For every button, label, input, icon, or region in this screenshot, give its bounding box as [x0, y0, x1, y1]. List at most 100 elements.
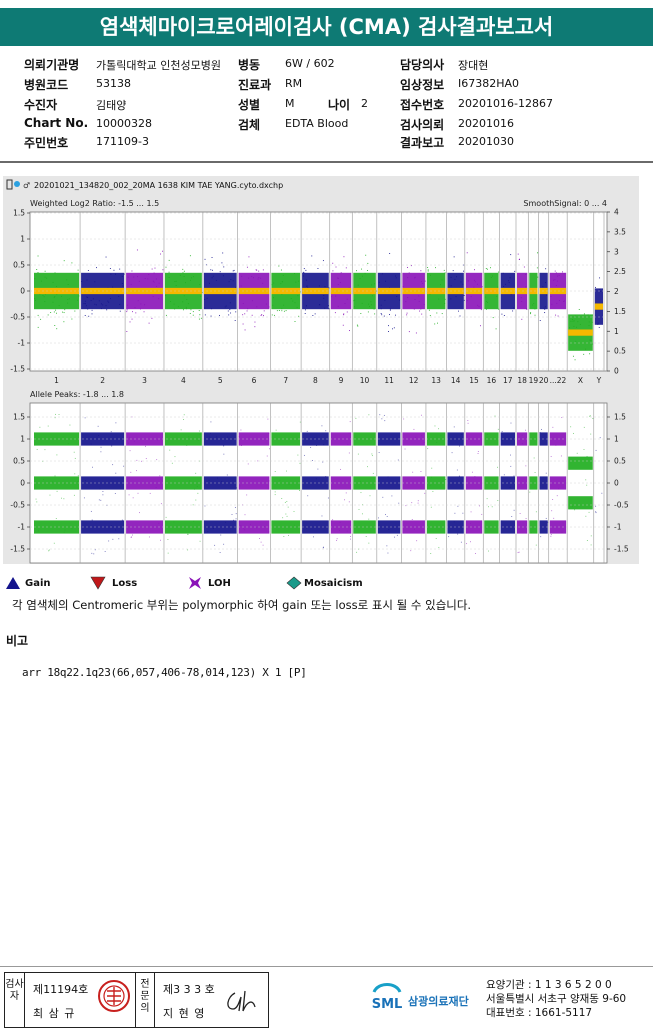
log2-probe-point — [485, 268, 487, 270]
log2-probe-point — [517, 253, 519, 255]
log2-probe-point — [296, 306, 298, 308]
allele-probe-point — [461, 433, 463, 435]
chromosome-label: 14 — [451, 376, 461, 385]
log2-probe-point — [501, 313, 503, 315]
log2-probe-point — [42, 295, 44, 296]
log2-probe-point — [337, 284, 339, 285]
log2-probe-point — [578, 308, 580, 310]
log2-probe-point — [423, 304, 425, 306]
log2-probe-point — [271, 284, 273, 286]
allele-probe-point — [287, 506, 289, 508]
log2-probe-point — [90, 300, 92, 302]
chromosome-label: X — [578, 376, 583, 385]
allele-probe-point — [274, 491, 276, 493]
allele-probe-point — [525, 429, 526, 431]
allele-probe-point — [256, 527, 258, 529]
allele-probe-point — [349, 421, 351, 423]
log2-probe-point — [389, 308, 391, 310]
sex-value: M — [285, 97, 295, 110]
allele-probe-point — [91, 552, 93, 554]
log2-probe-point — [514, 270, 516, 272]
allele-probe-point — [429, 485, 431, 487]
allele-probe-point — [458, 475, 460, 477]
log2-probe-point — [599, 289, 601, 291]
allele-probe-point — [174, 456, 176, 458]
allele-probe-point — [99, 488, 101, 490]
log2-probe-point — [62, 311, 64, 313]
log2-probe-point — [354, 306, 356, 308]
log2-probe-point — [248, 277, 250, 279]
log2-probe-point — [331, 296, 333, 298]
request-value: 20201016 — [458, 117, 514, 130]
allele-probe-point — [310, 446, 312, 448]
log2-probe-point — [235, 311, 237, 313]
log2-probe-point — [343, 256, 345, 258]
allele-probe-point — [583, 448, 585, 450]
log2-probe-point — [148, 322, 150, 324]
org-name: 삼광의료재단 — [408, 995, 469, 1008]
log2-probe-point — [283, 304, 285, 306]
allele-probe-point — [209, 432, 211, 434]
log2-probe-point — [571, 319, 573, 320]
log2-probe-point — [487, 301, 488, 303]
allele-probe-point — [212, 528, 214, 529]
y2-tick-label: -0.5 — [614, 501, 629, 510]
log2-probe-point — [561, 271, 563, 273]
log2-probe-point — [306, 285, 308, 287]
log2-probe-point — [303, 272, 305, 274]
allele-probe-point — [286, 470, 287, 472]
y-tick-label: 1 — [20, 235, 25, 244]
allele-probe-point — [556, 495, 558, 497]
allele-probe-point — [355, 417, 357, 419]
allele-probe-point — [434, 425, 436, 427]
allele-probe-point — [552, 499, 554, 500]
allele-probe-point — [365, 536, 367, 537]
allele-probe-point — [497, 428, 499, 430]
allele-probe-point — [129, 450, 131, 452]
log2-probe-point — [78, 295, 80, 297]
allele-peak-band — [126, 520, 163, 534]
doctor-value: 장대현 — [458, 59, 489, 72]
log2-probe-point — [77, 299, 78, 301]
log2-probe-point — [414, 299, 416, 300]
log2-probe-point — [428, 309, 430, 311]
allele-probe-point — [586, 484, 588, 486]
log2-probe-point — [68, 298, 70, 300]
log2-probe-point — [429, 315, 431, 317]
y2-tick-label: 2 — [614, 287, 619, 296]
log2-probe-point — [192, 314, 194, 316]
log2-probe-point — [414, 276, 416, 278]
log2-probe-point — [591, 343, 593, 345]
allele-probe-point — [288, 534, 289, 536]
log2-probe-point — [257, 278, 259, 280]
log2-probe-point — [395, 314, 396, 316]
log2-probe-point — [529, 313, 531, 315]
log2-probe-point — [140, 308, 141, 310]
log2-probe-point — [144, 304, 146, 306]
allele-probe-point — [128, 494, 130, 496]
allele-probe-point — [412, 471, 414, 473]
log2-probe-point — [332, 262, 334, 264]
log2-probe-point — [165, 295, 167, 297]
allele-probe-point — [56, 490, 58, 492]
log2-probe-point — [368, 303, 369, 305]
allele-probe-point — [525, 518, 527, 519]
allele-probe-point — [268, 433, 270, 434]
log2-probe-point — [335, 295, 337, 297]
log2-probe-point — [56, 294, 58, 295]
log2-probe-point — [323, 294, 325, 296]
log2-probe-point — [273, 314, 275, 316]
log2-probe-point — [317, 268, 319, 269]
y-tick-label: -0.5 — [10, 313, 25, 322]
allele-probe-point — [398, 502, 400, 504]
smooth-signal-line — [34, 287, 80, 295]
log2-probe-point — [118, 295, 120, 297]
log2-probe-point — [583, 353, 585, 355]
log2-probe-point — [44, 270, 46, 272]
allele-probe-point — [35, 498, 37, 500]
allele-probe-point — [52, 481, 54, 483]
log2-probe-point — [367, 311, 369, 313]
allele-probe-point — [360, 492, 362, 494]
allele-probe-point — [115, 472, 117, 474]
allele-probe-point — [223, 445, 225, 447]
